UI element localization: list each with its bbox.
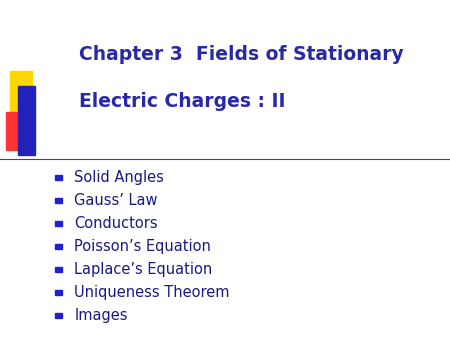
Bar (6, 112, 25, 150)
Text: Solid Angles: Solid Angles (74, 170, 164, 185)
Text: Poisson’s Equation: Poisson’s Equation (74, 239, 211, 254)
Text: Gauss’ Law: Gauss’ Law (74, 193, 158, 208)
Bar (55, 221, 62, 226)
Text: Laplace’s Equation: Laplace’s Equation (74, 262, 212, 277)
Bar (55, 175, 62, 180)
Bar (10, 71, 32, 117)
Text: Uniqueness Theorem: Uniqueness Theorem (74, 285, 230, 300)
Bar (55, 267, 62, 272)
Text: Chapter 3  Fields of Stationary: Chapter 3 Fields of Stationary (79, 45, 404, 64)
Text: Conductors: Conductors (74, 216, 158, 231)
Text: Electric Charges : II: Electric Charges : II (79, 92, 285, 111)
Bar (55, 290, 62, 295)
Bar (55, 313, 62, 318)
Bar (55, 244, 62, 249)
Text: Images: Images (74, 308, 128, 323)
Bar (55, 198, 62, 203)
Bar (18, 86, 35, 155)
